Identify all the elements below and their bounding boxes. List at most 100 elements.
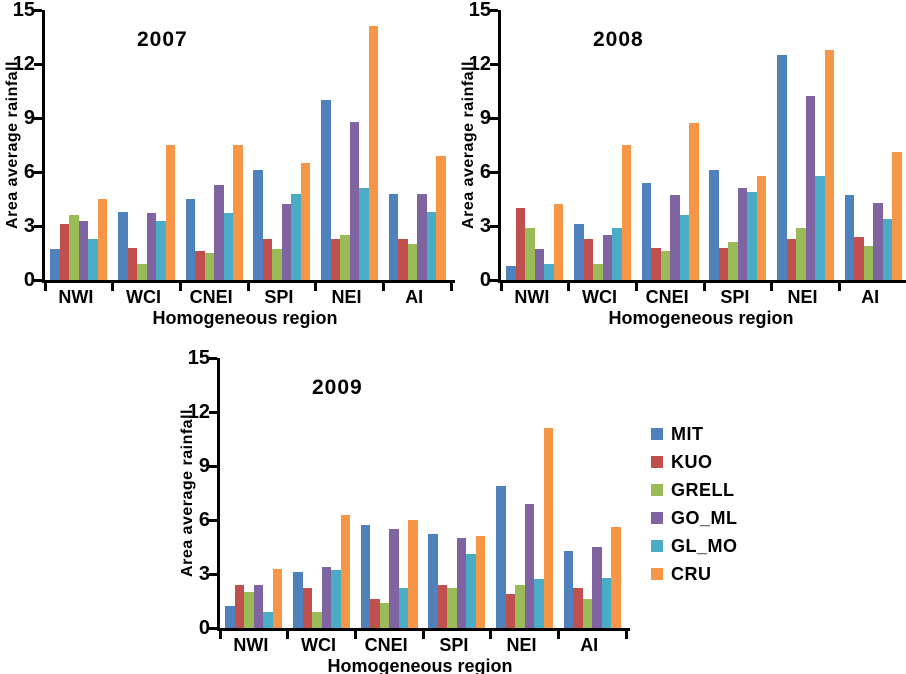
y-tick-mark xyxy=(209,518,217,522)
bar-CRU-CNEI xyxy=(408,520,418,628)
bar-GO_ML-SPI xyxy=(281,204,292,280)
x-tick-mark xyxy=(634,283,638,291)
bar-CRU-CNEI xyxy=(233,145,243,280)
legend-item-MIT: MIT xyxy=(651,420,738,448)
bar-GO_ML-CNEI xyxy=(670,195,680,280)
x-tick-mark xyxy=(702,283,706,291)
legend-label: GRELL xyxy=(671,479,735,500)
bar-GL_MO-WCI xyxy=(612,227,622,280)
bar-GL_MO-AI xyxy=(601,577,612,628)
legend-item-GO_ML: GO_ML xyxy=(651,504,738,532)
x-category-label-CNEI: CNEI xyxy=(645,287,689,307)
bar-GO_ML-NWI xyxy=(534,249,545,280)
y-tick-label: 15 xyxy=(12,0,35,21)
bar-group-NEI xyxy=(772,10,840,280)
x-category-label-CNEI: CNEI xyxy=(189,287,233,307)
bar-MIT-CNEI xyxy=(360,525,371,628)
bar-GO_ML-AI xyxy=(417,193,427,280)
bar-KUO-WCI xyxy=(302,588,312,628)
x-tick-mark xyxy=(246,283,250,291)
bar-GRELL-NEI xyxy=(796,227,806,280)
bar-MIT-NWI xyxy=(50,249,60,280)
x-category-label-NEI: NEI xyxy=(506,635,537,655)
bar-GL_MO-NEI xyxy=(534,579,544,628)
bar-group-WCI xyxy=(113,10,181,280)
bar-GL_MO-AI xyxy=(882,218,893,280)
x-category-label-WCI: WCI xyxy=(582,287,617,307)
x-tick-mark xyxy=(314,283,318,291)
bar-GRELL-NWI xyxy=(525,227,535,280)
y-tick-label: 12 xyxy=(12,53,35,75)
x-tick-mark xyxy=(837,283,841,291)
bar-GRELL-WCI xyxy=(137,263,147,280)
bar-GL_MO-AI xyxy=(426,211,437,280)
x-category-label-NWI: NWI xyxy=(514,287,550,307)
x-category-label-SPI: SPI xyxy=(264,287,294,307)
x-category-labels: NWI WCI CNEI SPI NEI AI xyxy=(498,287,904,308)
bar-GL_MO-NEI xyxy=(815,175,825,280)
y-tick-label: 6 xyxy=(23,161,35,183)
bar-MIT-WCI xyxy=(293,572,303,628)
bar-group-NEI xyxy=(316,10,384,280)
x-tick-mark xyxy=(286,631,290,639)
bar-MIT-SPI xyxy=(253,170,263,280)
bar-GO_ML-CNEI xyxy=(389,529,399,628)
bar-MIT-AI xyxy=(844,195,855,280)
x-axis-title: Homogeneous region xyxy=(152,308,338,328)
x-category-label-WCI: WCI xyxy=(126,287,161,307)
bar-GRELL-WCI xyxy=(593,263,603,280)
y-tick-mark xyxy=(490,116,498,120)
bar-CRU-NWI xyxy=(272,568,283,628)
bar-MIT-WCI xyxy=(574,224,584,280)
bar-GL_MO-CNEI xyxy=(679,215,690,280)
bar-KUO-WCI xyxy=(127,247,137,280)
y-tick-mark xyxy=(490,8,498,12)
y-tick-label: 3 xyxy=(198,563,210,585)
y-tick-mark xyxy=(490,224,498,228)
legend-label: GL_MO xyxy=(671,535,738,556)
bar-CRU-AI xyxy=(436,155,446,280)
x-category-label-NEI: NEI xyxy=(331,287,362,307)
bar-KUO-AI xyxy=(398,238,408,280)
x-tick-mark xyxy=(178,283,182,291)
bar-group-AI xyxy=(558,358,626,628)
bar-CRU-WCI xyxy=(340,514,350,628)
plot-area: 2009 0 3 6 9 12 15 xyxy=(188,347,630,639)
bar-group-AI xyxy=(839,10,906,280)
bar-GO_ML-WCI xyxy=(321,566,331,628)
legend-swatch-icon xyxy=(651,484,663,496)
y-tick-label: 3 xyxy=(23,215,35,237)
x-category-label-SPI: SPI xyxy=(720,287,750,307)
y-tick-mark xyxy=(34,278,42,282)
bar-GL_MO-NWI xyxy=(263,611,273,628)
y-tick-mark xyxy=(209,356,217,360)
x-category-labels: NWI WCI CNEI SPI NEI AI xyxy=(42,287,448,308)
bar-KUO-WCI xyxy=(583,238,593,280)
bar-MIT-NEI xyxy=(321,100,331,280)
bar-MIT-SPI xyxy=(428,534,438,628)
bar-CRU-NEI xyxy=(543,428,554,628)
legend-item-GRELL: GRELL xyxy=(651,476,738,504)
x-category-label-AI: AI xyxy=(580,635,599,655)
bar-group-NWI xyxy=(220,358,288,628)
bar-group-SPI xyxy=(248,10,316,280)
bar-GRELL-AI xyxy=(582,599,593,628)
bar-GL_MO-NEI xyxy=(359,188,369,280)
bar-GL_MO-SPI xyxy=(291,193,301,280)
bar-GRELL-CNEI xyxy=(204,253,215,280)
bar-MIT-CNEI xyxy=(641,182,652,280)
y-tick-label: 0 xyxy=(23,269,35,291)
bar-KUO-AI xyxy=(854,236,864,280)
bar-KUO-CNEI xyxy=(195,251,205,280)
bar-CRU-SPI xyxy=(300,163,311,280)
legend-label: KUO xyxy=(671,451,713,472)
y-tick-label: 9 xyxy=(479,107,491,129)
x-tick-mark xyxy=(218,631,222,639)
y-tick-mark xyxy=(209,626,217,630)
bar-KUO-SPI xyxy=(437,584,448,628)
plot-area: 2007 0 3 6 9 12 15 xyxy=(13,0,455,291)
bar-KUO-NEI xyxy=(786,238,797,280)
bar-GRELL-NEI xyxy=(340,235,350,280)
year-label: 2008 xyxy=(593,28,644,51)
bar-GRELL-CNEI xyxy=(660,251,671,280)
